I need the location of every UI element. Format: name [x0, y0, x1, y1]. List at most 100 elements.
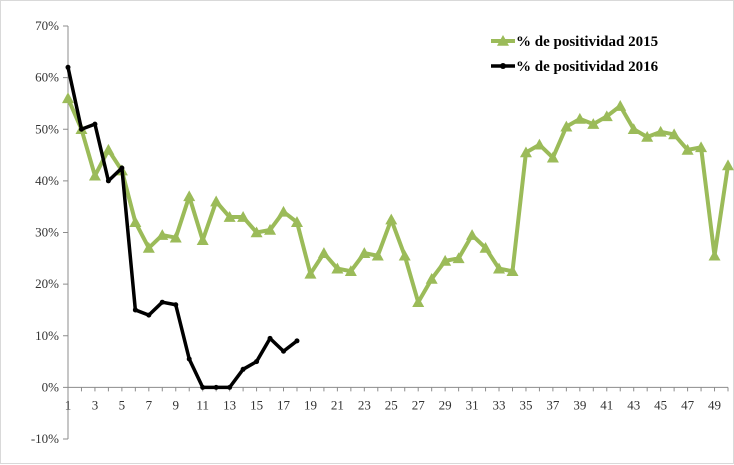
- series-2016-point: [92, 121, 98, 127]
- x-tick-label: 5: [119, 397, 126, 412]
- series-2015-point: [573, 112, 586, 124]
- series-2015-point: [546, 151, 559, 163]
- series-2015-point: [398, 249, 411, 261]
- series-2015-point: [250, 226, 263, 238]
- y-tick-label: 30%: [35, 225, 59, 240]
- x-tick-label: 21: [331, 397, 344, 412]
- series-2016-point: [200, 384, 206, 390]
- x-axis-ticks: 1 3 5 7 9 11 13 15 17 19 21 23 25 27 29 31 33 35 37 39 41 43 4…: [65, 387, 729, 412]
- x-tick-label: 15: [250, 397, 263, 412]
- series-2015-point: [479, 241, 492, 253]
- series-2015-point: [277, 205, 290, 217]
- x-tick-label: 27: [412, 397, 426, 412]
- y-tick-label: 70%: [35, 18, 59, 33]
- x-tick-label: 43: [627, 397, 640, 412]
- y-tick-label: 40%: [35, 173, 59, 188]
- y-tick-label: -10%: [31, 431, 59, 446]
- series-2015-point: [695, 141, 708, 153]
- x-tick-label: 37: [546, 397, 560, 412]
- series-2016-point: [267, 335, 273, 341]
- x-tick-label: 17: [277, 397, 291, 412]
- x-tick-label: 1: [65, 397, 72, 412]
- series-2015-point: [385, 213, 398, 225]
- series-2015-point: [331, 262, 344, 274]
- series-2015-point: [600, 110, 613, 122]
- series-2015-point: [641, 130, 654, 142]
- x-tick-label: 31: [466, 397, 479, 412]
- series-2015-point: [142, 241, 155, 253]
- y-tick-label: 20%: [35, 276, 59, 291]
- x-tick-label: 11: [196, 397, 209, 412]
- series-2015-point: [237, 211, 250, 222]
- y-axis-ticks: 70% 60% 50% 40% 30% 20% 10% 0% -10%: [31, 18, 68, 446]
- series-2015-point: [614, 100, 627, 111]
- series-2016-point: [159, 299, 165, 305]
- series-2016-point: [78, 126, 84, 132]
- series-2015-point: [169, 231, 182, 243]
- series-2015-point: [264, 223, 277, 235]
- series-2016-point: [281, 348, 287, 354]
- series-2015-point: [156, 229, 169, 240]
- x-tick-label: 47: [681, 397, 695, 412]
- series-2015-point: [88, 169, 101, 181]
- series-2015-point: [452, 252, 465, 264]
- series-2015-point: [412, 296, 425, 307]
- x-tick-label: 45: [654, 397, 667, 412]
- series-2016-point: [294, 338, 300, 344]
- series-2015-point: [290, 216, 303, 227]
- series-2016-point: [240, 366, 246, 372]
- series-2015-point: [654, 125, 667, 137]
- series-2015-point: [317, 247, 330, 258]
- series-2015-point: [371, 249, 384, 261]
- x-tick-label: 39: [573, 397, 586, 412]
- series-2015-point: [304, 267, 317, 279]
- x-tick-label: 3: [92, 397, 99, 412]
- legend-marker-2016: [500, 63, 506, 69]
- series-2015-point: [425, 272, 438, 284]
- series-2015-point: [708, 249, 721, 261]
- series-2015-point: [560, 120, 573, 132]
- series-2015-point: [681, 143, 694, 155]
- series-2015-point: [506, 265, 519, 277]
- x-tick-label: 9: [173, 397, 180, 412]
- series-2016-point: [173, 302, 179, 308]
- series-layer: [62, 64, 734, 390]
- legend-marker-2015: [497, 35, 509, 46]
- legend: % de positividad 2015 % de positividad 20…: [491, 34, 659, 75]
- series-2015-point: [722, 159, 734, 171]
- series-2016-point: [132, 307, 138, 313]
- x-tick-label: 49: [708, 397, 721, 412]
- series-2016-line: [66, 65, 299, 390]
- y-tick-label: 50%: [35, 121, 59, 136]
- series-2015-point: [210, 195, 223, 207]
- x-tick-label: 35: [519, 397, 532, 412]
- x-tick-label: 13: [223, 397, 236, 412]
- series-2015-point: [519, 146, 532, 158]
- series-2016-point: [105, 178, 111, 184]
- series-2016-point: [65, 64, 71, 70]
- series-2015-point: [196, 234, 209, 246]
- series-2016-point: [227, 384, 233, 390]
- series-2015-point: [627, 123, 640, 135]
- x-tick-label: 23: [358, 397, 371, 412]
- series-2016-point: [213, 384, 219, 390]
- x-tick-label: 19: [304, 397, 317, 412]
- series-2015-point: [533, 138, 546, 150]
- series-2015-point: [129, 216, 142, 227]
- x-tick-label: 33: [493, 397, 506, 412]
- x-tick-label: 25: [385, 397, 398, 412]
- series-2015-point: [102, 143, 115, 155]
- series-2015-point: [344, 265, 357, 277]
- x-tick-label: 29: [439, 397, 452, 412]
- y-tick-label: 0%: [42, 379, 60, 394]
- series-2016-point: [186, 356, 192, 362]
- series-2016-point: [119, 165, 125, 171]
- series-2015-point: [439, 254, 452, 266]
- y-tick-label: 60%: [35, 70, 59, 85]
- series-2016-point: [254, 359, 260, 365]
- x-tick-label: 41: [600, 397, 613, 412]
- series-2015-point: [466, 229, 479, 240]
- series-2015-line: [66, 96, 730, 305]
